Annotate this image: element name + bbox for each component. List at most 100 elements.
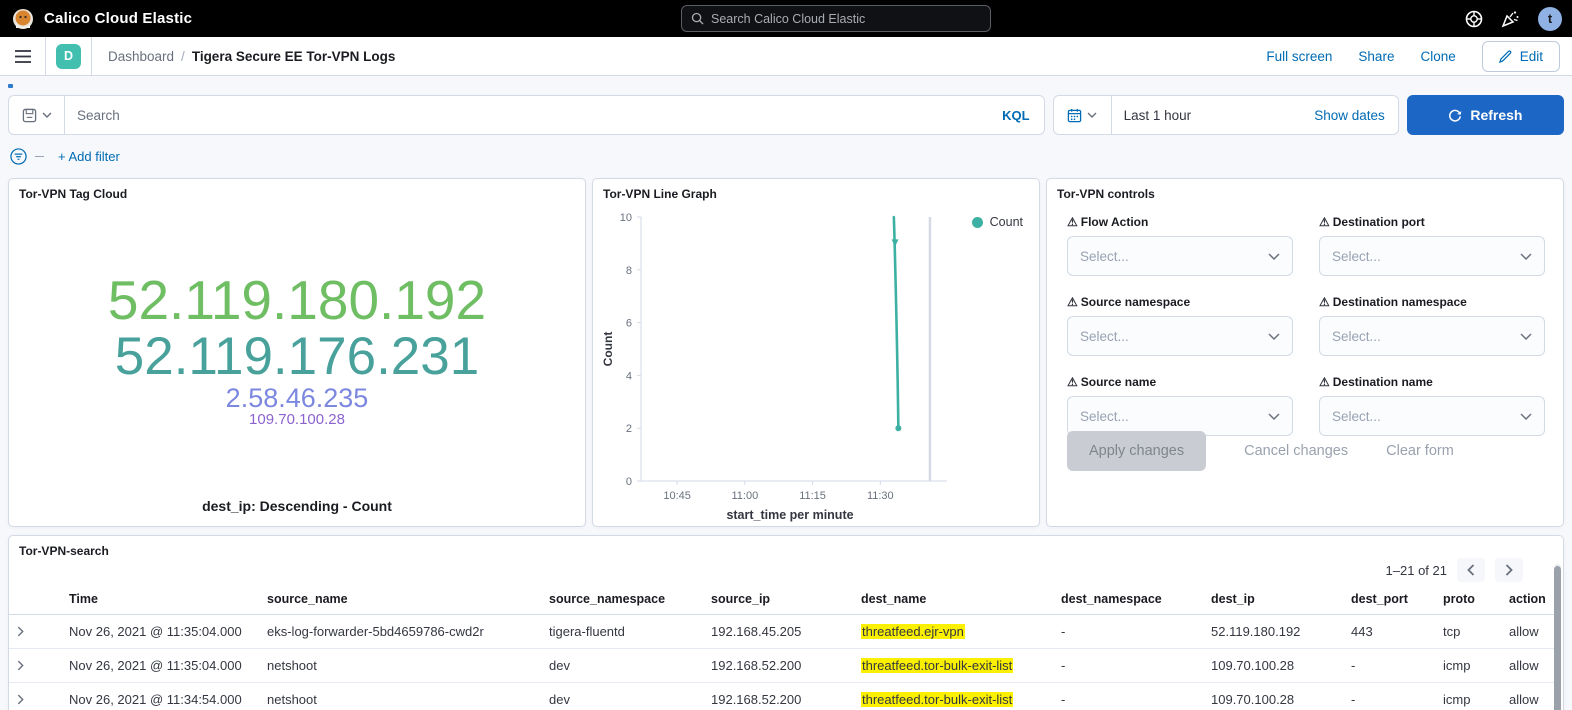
brand: Calico Cloud Elastic [12, 8, 192, 30]
search-icon [691, 12, 704, 25]
chart-legend-count[interactable]: Count [971, 215, 1023, 229]
row-expand-button[interactable] [9, 648, 61, 683]
tag-cloud-tag[interactable]: 52.119.176.231 [114, 326, 480, 386]
line-graph-panel-title: Tor-VPN Line Graph [603, 187, 717, 201]
select-placeholder: Select... [1332, 328, 1381, 344]
pagination-prev-button[interactable] [1457, 558, 1485, 582]
tag-cloud-tag[interactable]: 2.58.46.235 [225, 382, 369, 413]
table-row: Nov 26, 2021 @ 11:34:54.000 netshoot dev 19… [9, 682, 1557, 710]
control-field: ⚠ Destination namespace Select... [1319, 295, 1545, 356]
time-range-value[interactable]: Last 1 hour [1123, 107, 1192, 123]
svg-text:Count: Count [601, 332, 615, 367]
cell-dest_ip: 52.119.180.192 [1203, 614, 1343, 649]
warning-icon: ⚠ [1067, 295, 1078, 309]
help-lifering-icon[interactable] [1465, 10, 1483, 28]
chevron-right-icon [17, 660, 24, 671]
cell-source_namespace: tigera-fluentd [541, 614, 703, 649]
time-range-picker[interactable]: Last 1 hour Show dates [1052, 95, 1399, 135]
highlighted-value: threatfeed.tor-bulk-exit-list [861, 692, 1014, 707]
select-placeholder: Select... [1080, 328, 1129, 344]
chevron-down-icon [1268, 412, 1280, 420]
global-search-input[interactable]: Search Calico Cloud Elastic [681, 5, 991, 32]
saved-query-icon [22, 108, 36, 122]
loading-indicator [8, 84, 13, 88]
clear-form-button[interactable]: Clear form [1386, 443, 1454, 459]
controls-panel-title: Tor-VPN controls [1057, 187, 1155, 201]
cell-source_ip: 192.168.45.205 [703, 614, 853, 649]
pagination-next-button[interactable] [1495, 558, 1523, 582]
cell-proto: icmp [1435, 682, 1501, 710]
control-select[interactable]: Select... [1319, 236, 1545, 276]
svg-text:6: 6 [626, 318, 632, 330]
control-select[interactable]: Select... [1067, 396, 1293, 436]
calendar-menu-button[interactable] [1054, 96, 1112, 134]
chevron-down-icon [42, 112, 51, 118]
control-select[interactable]: Select... [1319, 396, 1545, 436]
kql-search-input[interactable]: Search KQL [8, 95, 1045, 135]
select-placeholder: Select... [1080, 248, 1129, 264]
cell-source_namespace: dev [541, 682, 703, 710]
tag-cloud-tag[interactable]: 109.70.100.28 [249, 410, 345, 428]
cell-dest_ip: 109.70.100.28 [1203, 648, 1343, 683]
control-select[interactable]: Select... [1319, 316, 1545, 356]
warning-icon: ⚠ [1319, 215, 1330, 229]
cell-source_ip: 192.168.52.200 [703, 648, 853, 683]
cell-dest_port: - [1343, 648, 1435, 683]
row-expand-button[interactable] [9, 682, 61, 710]
warning-icon: ⚠ [1319, 295, 1330, 309]
control-field-label: ⚠ Destination port [1319, 215, 1425, 229]
filter-icon[interactable] [10, 148, 27, 165]
column-header-expander [9, 586, 61, 615]
controls-actions: Apply changes Cancel changes Clear form [1067, 431, 1454, 471]
chevron-right-icon [17, 694, 24, 705]
query-bar: Search KQL Last 1 hour Show dates Refres… [8, 95, 1564, 135]
row-expand-button[interactable] [9, 614, 61, 649]
user-avatar[interactable]: t [1538, 6, 1562, 31]
global-search-placeholder: Search Calico Cloud Elastic [711, 11, 866, 26]
chevron-left-icon [1467, 564, 1475, 576]
column-header: dest_name [853, 586, 1053, 615]
cell-source_namespace: dev [541, 648, 703, 683]
edit-button[interactable]: Edit [1481, 40, 1560, 72]
calendar-icon [1067, 108, 1082, 122]
global-header: Calico Cloud Elastic Search Calico Cloud… [0, 0, 1572, 37]
highlighted-value: threatfeed.ejr-vpn [861, 624, 965, 639]
cell-dest_name: threatfeed.tor-bulk-exit-list [853, 648, 1053, 683]
highlighted-value: threatfeed.tor-bulk-exit-list [861, 658, 1014, 673]
show-dates-button[interactable]: Show dates [1314, 107, 1385, 123]
cancel-changes-button[interactable]: Cancel changes [1244, 443, 1349, 459]
table-row: Nov 26, 2021 @ 11:35:04.000 eks-log-forwa… [9, 614, 1557, 649]
apply-changes-button: Apply changes [1067, 431, 1207, 471]
kql-syntax-button[interactable]: KQL [1002, 107, 1030, 123]
dashboard-nav-bar: D Dashboard / Tigera Secure EE Tor-VPN L… [0, 37, 1572, 76]
control-field-label: ⚠ Destination name [1319, 375, 1433, 389]
warning-icon: ⚠ [1067, 375, 1078, 389]
clone-button[interactable]: Clone [1420, 48, 1456, 64]
dashboard-app-badge[interactable]: D [56, 43, 81, 69]
table-scrollbar[interactable] [1554, 564, 1561, 710]
column-header: dest_ip [1203, 586, 1343, 615]
menu-hamburger-icon[interactable] [0, 37, 46, 75]
warning-icon: ⚠ [1319, 375, 1330, 389]
tag-cloud-tags: 52.119.180.192 52.119.176.231 2.58.46.235 1… [9, 219, 585, 480]
svg-text:11:15: 11:15 [799, 490, 826, 502]
control-select[interactable]: Select... [1067, 316, 1293, 356]
saved-query-menu-button[interactable] [9, 96, 65, 134]
full-screen-button[interactable]: Full screen [1266, 48, 1333, 64]
control-select[interactable]: Select... [1067, 236, 1293, 276]
tag-cloud-tag[interactable]: 52.119.180.192 [107, 268, 487, 331]
newsfeed-icon[interactable] [1501, 10, 1520, 28]
breadcrumb-dashboard-link[interactable]: Dashboard [108, 48, 175, 64]
add-filter-button[interactable]: + Add filter [58, 149, 120, 164]
refresh-button[interactable]: Refresh [1406, 95, 1564, 135]
select-placeholder: Select... [1332, 408, 1381, 424]
cell-dest_name: threatfeed.tor-bulk-exit-list [853, 682, 1053, 710]
table-scrollbar-thumb[interactable] [1554, 566, 1561, 710]
table-row: Nov 26, 2021 @ 11:35:04.000 netshoot dev 19… [9, 648, 1557, 683]
controls-panel: Tor-VPN controls ⚠ Flow Action Select... ⚠ D… [1046, 178, 1564, 527]
control-field-label: ⚠ Source namespace [1067, 295, 1191, 309]
legend-series-label: Count [989, 215, 1023, 229]
column-header: dest_port [1343, 586, 1435, 615]
refresh-icon [1449, 109, 1462, 122]
share-button[interactable]: Share [1358, 48, 1395, 64]
